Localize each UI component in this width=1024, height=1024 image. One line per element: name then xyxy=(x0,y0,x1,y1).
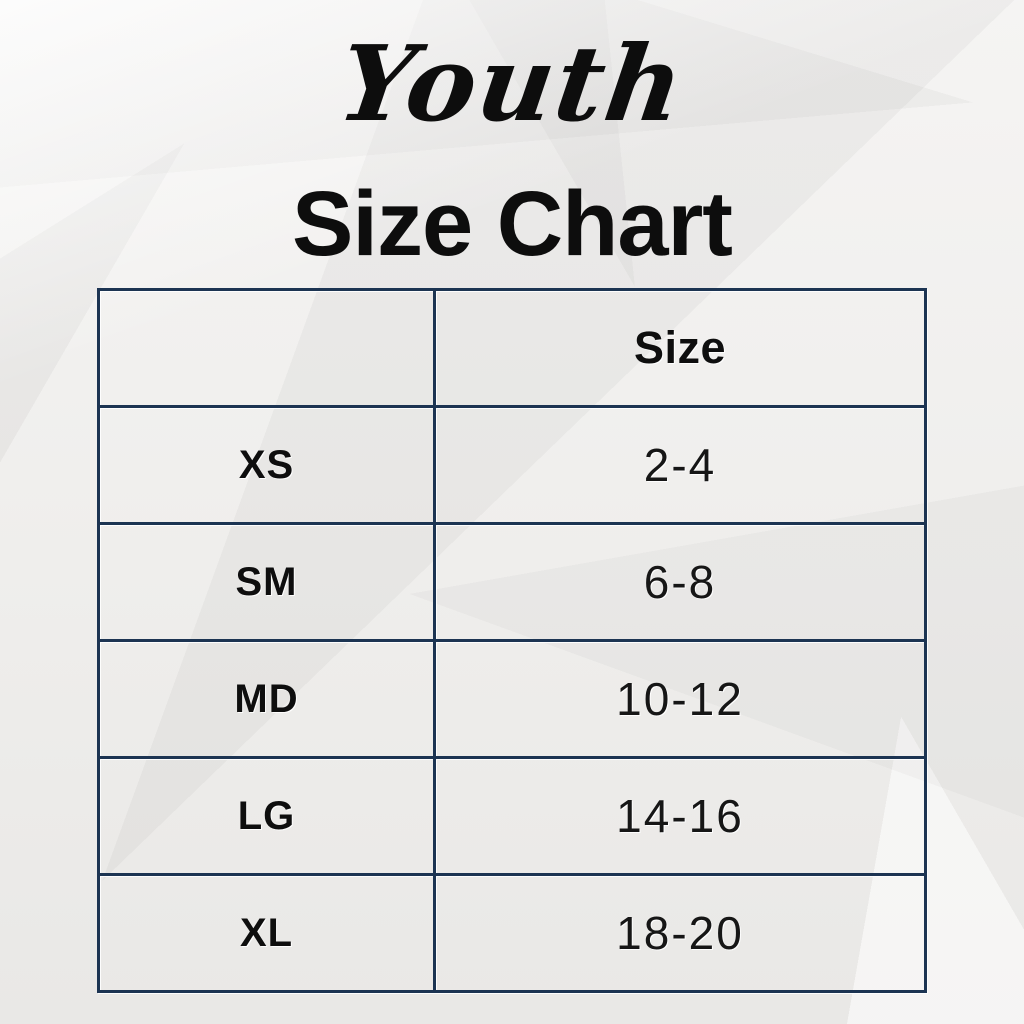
main-title: Size Chart xyxy=(292,173,733,275)
header-cell-size: Size xyxy=(433,288,927,408)
size-value-xs: 2-4 xyxy=(433,405,927,525)
table-header-row: Size xyxy=(97,288,927,408)
table-row: MD 10-12 xyxy=(97,639,927,759)
size-label-sm: SM xyxy=(97,522,436,642)
size-value-xl: 18-20 xyxy=(433,873,927,993)
script-title-text: Youth xyxy=(331,22,693,145)
header-cell-empty xyxy=(97,288,436,408)
size-label-xs: XS xyxy=(97,405,436,525)
size-label-md: MD xyxy=(97,639,436,759)
size-value-md: 10-12 xyxy=(433,639,927,759)
size-label-xl: XL xyxy=(97,873,436,993)
table-row: SM 6-8 xyxy=(97,522,927,642)
size-chart-table: Size XS 2-4 SM 6-8 MD 10-12 LG 14-16 XL xyxy=(97,288,927,993)
size-label-lg: LG xyxy=(97,756,436,876)
table-row: LG 14-16 xyxy=(97,756,927,876)
table-row: XL 18-20 xyxy=(97,873,927,993)
table-row: XS 2-4 xyxy=(97,405,927,525)
script-title: Youth xyxy=(0,14,1024,154)
size-value-sm: 6-8 xyxy=(433,522,927,642)
size-value-lg: 14-16 xyxy=(433,756,927,876)
